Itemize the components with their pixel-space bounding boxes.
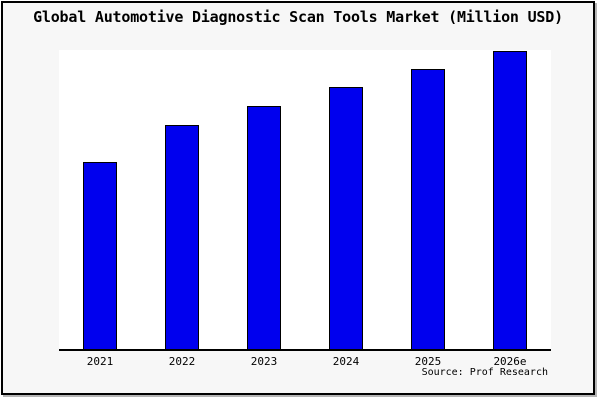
bar-2023 (247, 106, 281, 351)
x-tick-label-2021: 2021 (86, 355, 114, 368)
bar-slot-2025 (387, 50, 469, 351)
chart-frame: Global Automotive Diagnostic Scan Tools … (1, 1, 595, 395)
bar-2025 (411, 69, 445, 351)
x-tick-label-2025: 2025 (414, 355, 442, 368)
bar-2022 (165, 125, 199, 351)
bar-slot-2026e (469, 50, 551, 351)
x-tick-label-2022: 2022 (168, 355, 196, 368)
bar-slot-2023 (223, 50, 305, 351)
bars-row (59, 50, 551, 351)
x-tick-label-2026e: 2026e (493, 355, 527, 368)
bar-slot-2024 (305, 50, 387, 351)
bar-2024 (329, 87, 363, 351)
bar-2021 (83, 162, 117, 351)
bar-2026e (493, 51, 527, 351)
x-axis-line (59, 349, 551, 351)
plot-area (59, 50, 551, 351)
x-tick-label-2024: 2024 (332, 355, 360, 368)
bar-slot-2021 (59, 50, 141, 351)
source-credit: Source: Prof Research (421, 367, 548, 378)
bar-slot-2022 (141, 50, 223, 351)
chart-title: Global Automotive Diagnostic Scan Tools … (33, 8, 563, 26)
x-axis-labels: 2021 2022 2023 2024 2025 2026e (59, 355, 551, 368)
x-tick-label-2023: 2023 (250, 355, 278, 368)
